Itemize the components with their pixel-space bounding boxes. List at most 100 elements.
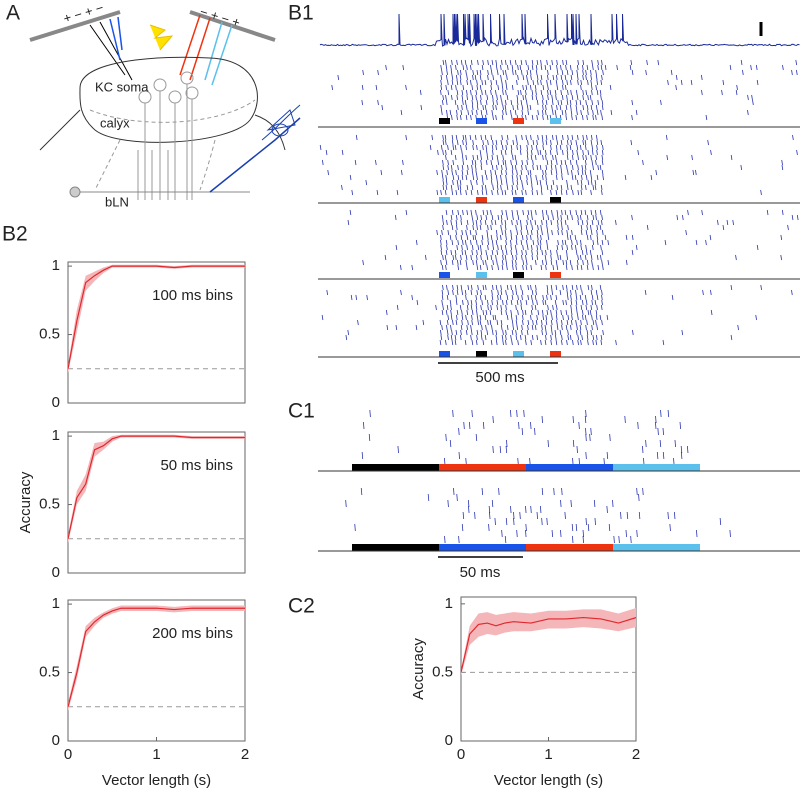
spike [476, 314, 479, 321]
spike [472, 259, 474, 266]
spike [579, 329, 582, 336]
spike [419, 89, 422, 96]
spike [535, 319, 538, 326]
spike [587, 79, 589, 86]
spike [544, 254, 547, 261]
spike [509, 239, 512, 246]
spike [345, 499, 347, 508]
stimulus-bar [476, 272, 487, 278]
spike [577, 79, 579, 86]
spike [609, 433, 611, 442]
spike [420, 104, 423, 111]
spike [319, 144, 322, 151]
outline [39, 109, 286, 151]
spike [462, 139, 464, 146]
spike [576, 144, 579, 151]
y-tick-label: 1 [445, 595, 453, 612]
spike [555, 144, 558, 151]
spike [589, 224, 592, 231]
spike [526, 154, 529, 161]
spike [555, 94, 557, 101]
spike [512, 289, 514, 296]
spike [522, 244, 524, 251]
spike [481, 234, 484, 241]
spike [595, 69, 597, 76]
spike [485, 174, 488, 181]
spike [457, 239, 459, 246]
spike [475, 209, 477, 216]
spike [475, 339, 478, 346]
spike [730, 334, 733, 341]
spike [587, 309, 590, 316]
spike [591, 314, 593, 321]
spike [515, 254, 518, 261]
spike [546, 284, 549, 291]
spike [531, 214, 533, 221]
spike [527, 79, 529, 86]
spike [609, 84, 612, 91]
spike [450, 334, 453, 341]
spike [540, 189, 543, 196]
spike [582, 104, 585, 111]
spike [510, 144, 513, 151]
spike [452, 159, 455, 166]
spike [656, 451, 659, 460]
pipette [261, 104, 301, 141]
spike [579, 144, 582, 151]
spike [584, 184, 587, 191]
spike [471, 94, 474, 101]
spike [442, 224, 444, 231]
bln-soma [69, 186, 81, 198]
spike [440, 334, 443, 341]
x-tick-label: 1 [152, 746, 160, 763]
spike [599, 89, 602, 96]
spike [459, 74, 462, 81]
spike [450, 184, 453, 191]
spike [444, 457, 446, 466]
x-tick-label: 1 [544, 746, 552, 763]
spike [447, 164, 449, 171]
spike [560, 184, 563, 191]
spike [386, 324, 389, 331]
spike [520, 89, 522, 96]
spike [512, 324, 515, 331]
spike [564, 109, 567, 116]
spike [581, 334, 583, 341]
spike [551, 134, 554, 141]
spike [479, 319, 482, 326]
spike [566, 319, 569, 326]
spike [471, 109, 474, 116]
spike [534, 294, 537, 301]
spike [674, 439, 676, 448]
spike [630, 535, 632, 544]
spike [576, 109, 578, 116]
scale-label: 500 ms [475, 369, 524, 386]
spike [565, 264, 568, 271]
spike [462, 209, 464, 216]
spike [642, 159, 644, 166]
spike [361, 99, 364, 106]
y-tick-label: 0 [52, 394, 60, 411]
spike [475, 299, 477, 306]
spike [597, 99, 600, 106]
spike [587, 94, 589, 101]
spike [466, 244, 468, 251]
spike [435, 304, 437, 311]
spike [638, 493, 640, 502]
spike [540, 264, 543, 271]
spike [456, 89, 459, 96]
spike [452, 179, 454, 186]
spike [590, 134, 593, 141]
spike [692, 169, 695, 176]
spike [596, 109, 599, 116]
spike [760, 284, 762, 291]
spike [516, 179, 519, 186]
spike [411, 264, 414, 271]
spike [459, 69, 462, 76]
spike [395, 324, 398, 331]
spike [505, 334, 507, 341]
spike [506, 284, 509, 291]
spike [522, 319, 524, 326]
spike [477, 244, 480, 251]
spike [537, 149, 539, 156]
